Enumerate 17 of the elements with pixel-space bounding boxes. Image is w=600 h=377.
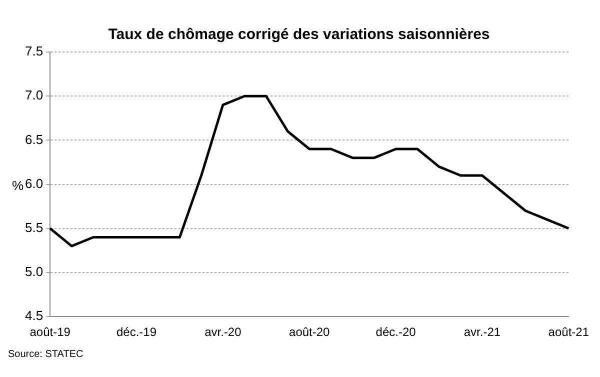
x-tick-label: déc.-19: [116, 325, 157, 340]
y-tick-label: 4.5: [24, 308, 44, 324]
source-note: Source: STATEC: [8, 349, 84, 360]
x-tick-label: avr.-21: [464, 325, 501, 340]
x-tick-label: déc.-20: [376, 325, 416, 340]
y-tick-label: 6.5: [24, 132, 44, 147]
x-tick-label: août-19: [30, 325, 71, 340]
y-tick-label: 7.0: [24, 88, 44, 103]
y-tick-label: 5.0: [24, 264, 44, 280]
chart-title: Taux de chômage corrigé des variations saisonnières: [108, 26, 490, 44]
y-tick-label: 5.5: [24, 220, 44, 235]
x-tick-label: avr.-20: [204, 325, 242, 340]
y-axis-title: %: [12, 178, 24, 193]
x-tick-label: août-21: [548, 325, 590, 340]
y-tick-label: 6.0: [24, 176, 44, 191]
y-tick-label: 7.5: [24, 44, 44, 59]
x-tick-label: août-20: [289, 325, 330, 340]
